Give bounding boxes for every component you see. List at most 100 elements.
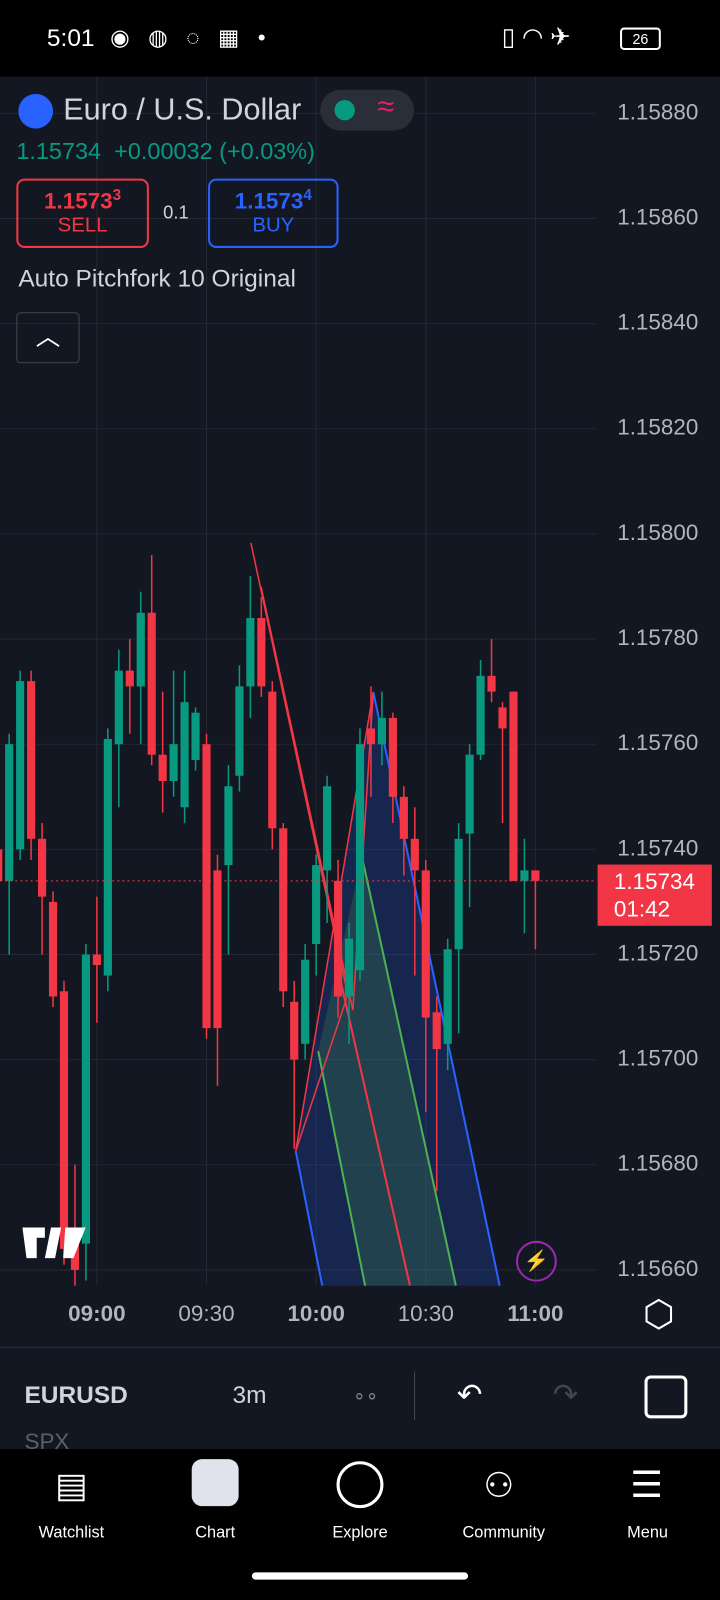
y-tick-label: 1.15780 [617, 625, 698, 650]
pitchfork-area [295, 691, 500, 1286]
candle-body [202, 744, 211, 1029]
menu-icon: ☰ [630, 1463, 664, 1506]
candle-body [191, 712, 200, 760]
candle-body [114, 670, 123, 745]
system-icons: ▯ ◠ ✈ [501, 23, 571, 52]
x-tick-label: 09:30 [178, 1301, 234, 1326]
candle-body [92, 954, 101, 966]
sell-button[interactable]: 1.15733 SELL [16, 178, 149, 248]
symbol-ticker[interactable]: EURUSD [24, 1381, 128, 1410]
pitchfork [250, 542, 501, 1286]
market-status[interactable]: ≈ [320, 89, 415, 131]
candle-body [27, 681, 36, 839]
candle-body [520, 870, 529, 881]
y-tick-label: 1.15840 [617, 310, 698, 335]
buy-pip: 4 [303, 186, 312, 205]
notification-icons: ◉ ◍ ◌ ▦ • [110, 24, 272, 50]
candle-body [59, 991, 69, 1249]
candle-body [169, 744, 178, 782]
candle-body [235, 686, 244, 776]
y-tick-label: 1.15680 [617, 1151, 698, 1176]
candle-body [410, 838, 419, 871]
candle-body [476, 675, 485, 755]
nav-menu[interactable]: Menu [627, 1524, 668, 1542]
sell-pip: 3 [112, 186, 122, 205]
candle-body [421, 870, 430, 1018]
home-indicator [251, 1572, 469, 1580]
candle-body [323, 786, 332, 871]
candle-body [158, 754, 167, 782]
y-tick-label: 1.15700 [617, 1046, 698, 1071]
clock: 5:01 [46, 24, 95, 53]
settings-button[interactable] [645, 1298, 673, 1330]
alert-button[interactable] [516, 1240, 557, 1282]
symbol-name: Euro / U.S. Dollar [63, 92, 302, 127]
y-tick-label: 1.15720 [617, 940, 698, 965]
community-icon: ⚇ [483, 1466, 515, 1506]
divider [414, 1371, 416, 1421]
pitchfork-line [361, 856, 457, 1286]
candle-body [213, 870, 222, 1029]
explore-icon [336, 1461, 384, 1509]
candle-body [0, 849, 3, 881]
battery: 26 [620, 27, 661, 50]
buy-price: 1.1573 [234, 188, 304, 214]
countdown-label: 01:42 [614, 896, 670, 921]
candle-body [366, 728, 376, 745]
redo-button: ↷ [552, 1378, 579, 1413]
candle-body [81, 954, 90, 1244]
chart-tab-icon [191, 1459, 239, 1507]
candle-body [454, 838, 463, 950]
nav-explore[interactable]: Explore [332, 1524, 388, 1542]
buy-button[interactable]: 1.15734 BUY [208, 178, 339, 248]
interval[interactable]: 3m [232, 1381, 267, 1410]
candle-body [16, 681, 25, 850]
chart-type[interactable]: ∘∘ [352, 1385, 379, 1409]
sell-label: SELL [57, 214, 108, 238]
candle-body [147, 612, 156, 755]
delayed-icon: ≈ [377, 89, 395, 124]
symbol-flag [18, 93, 54, 129]
candle-body [443, 949, 452, 1044]
nav-watchlist[interactable]: Watchlist [38, 1524, 105, 1542]
candle-body [432, 1012, 441, 1050]
candle-body [180, 702, 189, 808]
nav-chart[interactable]: Chart [195, 1524, 236, 1542]
candle-body [312, 865, 321, 944]
collapse-button[interactable]: ︿ [16, 312, 80, 364]
spread: 0.1 [163, 202, 189, 223]
candle-body [377, 717, 386, 745]
candle-body [531, 870, 540, 881]
y-tick-label: 1.15660 [617, 1256, 698, 1281]
candle-body [125, 670, 134, 687]
candle-body [136, 612, 145, 687]
pitchfork-line [317, 1050, 367, 1286]
candle-body [103, 738, 112, 976]
toolbar [0, 1346, 720, 1450]
candle-body [388, 717, 397, 797]
x-tick-label: 11:00 [507, 1301, 563, 1326]
price: 1.15734 [16, 137, 102, 165]
candle-body [465, 754, 474, 834]
candle-body [498, 707, 507, 729]
candle-body [487, 675, 496, 692]
candle-body [301, 959, 310, 1044]
y-tick-label: 1.15860 [617, 204, 698, 229]
candle-body [268, 691, 277, 829]
nav-icons: ▤ [55, 1466, 88, 1506]
y-tick-label: 1.15820 [617, 415, 698, 440]
candle-body [5, 744, 14, 881]
sell-price: 1.1573 [44, 188, 113, 214]
candle-body [355, 744, 365, 971]
alert-icon: ⚡ [524, 1249, 549, 1274]
y-tick-label: 1.15760 [617, 730, 698, 755]
indicator-name: Auto Pitchfork 10 Original [18, 265, 296, 293]
x-tick-label: 09:00 [68, 1301, 125, 1326]
candle-body [224, 786, 233, 866]
nav-community[interactable]: Community [462, 1524, 546, 1542]
fullscreen-button[interactable] [644, 1375, 688, 1419]
undo-button[interactable]: ↶ [456, 1378, 483, 1413]
y-tick-label: 1.15880 [617, 99, 698, 124]
chart: 1.15880 1.15860 1.15840 1.15820 1.15800 1.157… [0, 76, 712, 1330]
